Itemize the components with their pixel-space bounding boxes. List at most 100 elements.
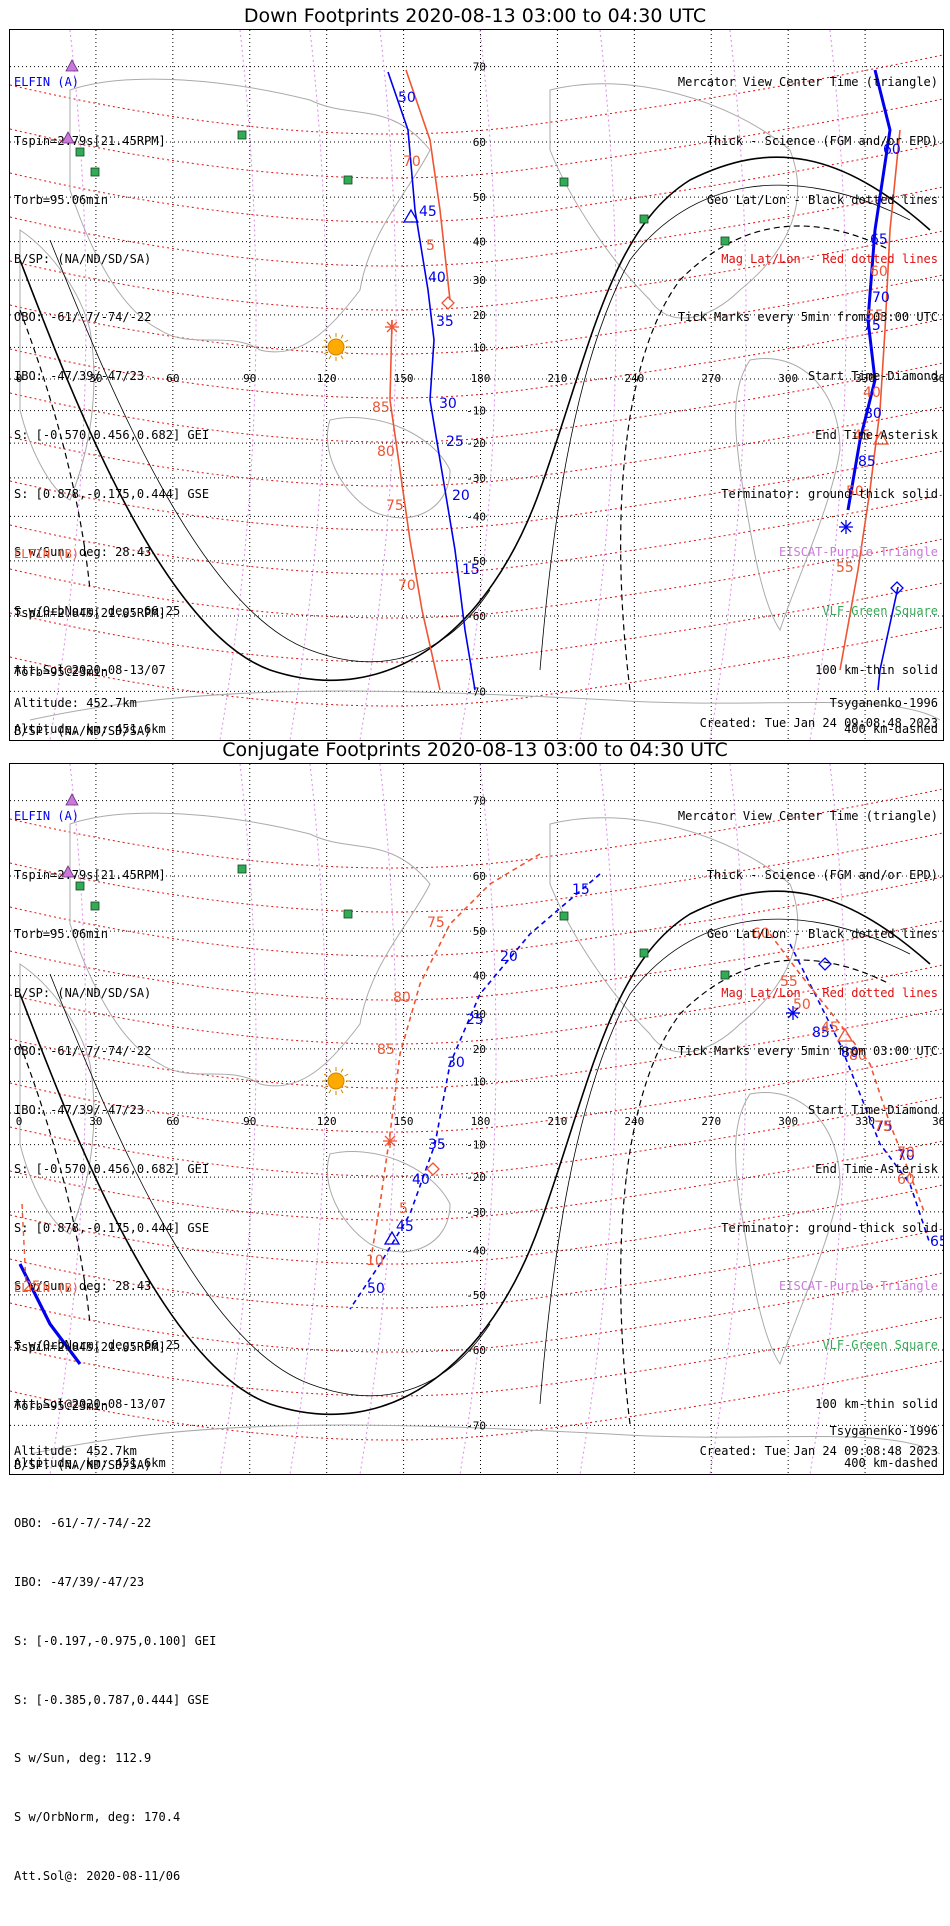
elfin-a-line: Tspin=2.79s[21.45RPM] [14, 133, 166, 148]
vlf-square-icon [237, 864, 247, 874]
longitude-tick-label: 120 [317, 1115, 337, 1128]
terminator-400km [19, 309, 91, 591]
track-tick-label: 30 [447, 1055, 465, 1071]
latitude-tick-label: -10 [466, 1139, 486, 1152]
elfin-a-line: S: [-0.570,0.456,0.682] GEI [14, 427, 210, 442]
sun-ray [323, 339, 328, 343]
legend: Mercator View Center Time (triangle) Thi… [678, 768, 938, 1513]
sun-ray [328, 334, 332, 339]
legend-item: Tick Marks every 5min from 03:00 UTC [677, 1044, 938, 1059]
south-america-outline [735, 1092, 841, 1366]
sun-ray [340, 355, 344, 360]
track-tick-label: 80 [864, 406, 882, 422]
elfin-b-info: ELFIN (B) Tspin=2.84s[21.05RPM] Torb=95.… [14, 1240, 216, 1926]
latitude-tick-label: -30 [466, 1206, 486, 1219]
elfin-b-line: S: [-0.385,0.787,0.444] GSE [14, 1692, 210, 1707]
track-tick-label: 20 [500, 949, 518, 965]
sun-ray [340, 1068, 344, 1073]
track-tick-label: 65 [870, 232, 888, 248]
track-tick-label: 85 [377, 1042, 395, 1058]
vlf-square-icon [90, 901, 100, 911]
vlf-square-icon [343, 909, 353, 919]
vlf-square-icon [90, 167, 100, 177]
track-tick-label: 35 [436, 314, 454, 330]
start-diamond-icon [426, 1162, 440, 1176]
sun-ray [323, 351, 328, 355]
elfin-a-line: IBO: -47/39/-47/23 [14, 1103, 145, 1118]
track-tick-label: 65 [930, 1234, 943, 1250]
latitude-tick-label: -60 [466, 610, 486, 623]
terminator-ground [19, 890, 931, 1416]
legend-item: VLF-Green Square [822, 1338, 938, 1353]
vlf-square-icon [720, 970, 730, 980]
elfin-b-altitude: Altitude: 452.7km [14, 696, 137, 710]
longitude-tick-label: 210 [547, 1115, 567, 1128]
latitude-tick-label: -60 [466, 1344, 486, 1357]
elfin-a-track [387, 71, 476, 691]
down-footprints-map: 0 30 60 90 120 150 180 210 240 270 300 330 360 70 60 50… [10, 30, 943, 740]
sun-ray [328, 355, 332, 360]
latitude-tick-label: -20 [466, 1171, 486, 1184]
vlf-square-icon [639, 214, 649, 224]
australia-outline [326, 416, 451, 519]
longitude-tick-label: 120 [317, 372, 337, 385]
longitude-tick-label: 0 [16, 1115, 23, 1128]
sun-ray [323, 1085, 328, 1089]
longitude-tick-label: 270 [701, 1115, 721, 1128]
terminator-100km [49, 239, 491, 663]
longitude-tick-label: 360 [932, 1115, 943, 1128]
track-tick-label: 45 [396, 1219, 414, 1235]
latitude-tick-label: 10 [473, 1075, 486, 1088]
track-tick-label: 15 [462, 562, 480, 578]
legend-item: Mercator View Center Time (triangle) [677, 75, 938, 90]
terminator-400km [620, 959, 891, 1425]
mag-longitude-line [219, 30, 257, 740]
track-tick-label: 80 [841, 1045, 859, 1061]
terminator-100km [539, 184, 911, 671]
track-tick-label: 25 [23, 1279, 41, 1295]
antarctica-outline [29, 1424, 941, 1455]
track-tick-label: 35 [428, 1137, 446, 1153]
mag-longitude-line [49, 30, 87, 740]
track-tick-label: 30 [439, 396, 457, 412]
model-label: Tsyganenko-1996 [829, 696, 938, 710]
vlf-square-icon [559, 177, 569, 187]
latitude-tick-label: 50 [473, 925, 486, 938]
elfin-a-line: B/SP: (NA/ND/SD/SA) [14, 985, 152, 1000]
end-asterisk-icon [384, 1135, 396, 1147]
elfin-a-label: ELFIN (A) [14, 809, 80, 824]
elfin-a-line: Att.Sol@2020-08-13/07 [14, 1397, 166, 1411]
legend-item: 400 km-dashed [844, 1455, 938, 1470]
latitude-tick-label: 20 [473, 309, 486, 322]
created-timestamp: Created: Tue Jan 24 09:08:48 2023 [699, 1444, 938, 1458]
sun-ray [340, 334, 344, 339]
track-tick-label: 55 [780, 974, 798, 990]
legend-item: End Time-Asterisk [815, 1161, 938, 1176]
elfin-b-altitude: Altitude: 452.7km [14, 1444, 137, 1458]
latitude-tick-label: 40 [473, 236, 486, 249]
elfin-b-line: Tspin=2.84s[21.05RPM] [14, 1339, 166, 1354]
mag-longitude-line [289, 30, 327, 740]
south-america-outline [735, 358, 841, 632]
elfin-a-science-track [18, 1263, 82, 1365]
vlf-square-icon [75, 147, 85, 157]
longitude-tick-label: 180 [471, 1115, 491, 1128]
elfin-a-line: Torb=95.06min [14, 192, 108, 207]
elfin-b-track [369, 853, 541, 1265]
eiscat-triangle-icon [61, 131, 75, 144]
latitude-tick-label: -50 [466, 555, 486, 568]
legend-item: Geo Lat/Lon - Black dotted lines [706, 192, 938, 207]
terminator-400km [19, 1043, 91, 1325]
elfin-b-line: Tspin=2.84s[21.05RPM] [14, 605, 166, 620]
view-center-triangle-icon [836, 1027, 854, 1042]
longitude-tick-label: 60 [166, 1115, 179, 1128]
track-tick-label: 60 [897, 1172, 915, 1188]
legend-item: Terminator: ground-thick solid [721, 1220, 938, 1235]
elfin-b-line: S: [-0.197,-0.975,0.100] GEI [14, 1633, 217, 1648]
eiscat-triangle-icon [61, 865, 75, 878]
elfin-a-line: Altitude, km: 451.6km [14, 721, 166, 736]
track-tick-label: 45 [853, 428, 871, 444]
vlf-square-icon [343, 175, 353, 185]
latitude-tick-label: 60 [473, 136, 486, 149]
eurasia-outline [69, 78, 431, 353]
